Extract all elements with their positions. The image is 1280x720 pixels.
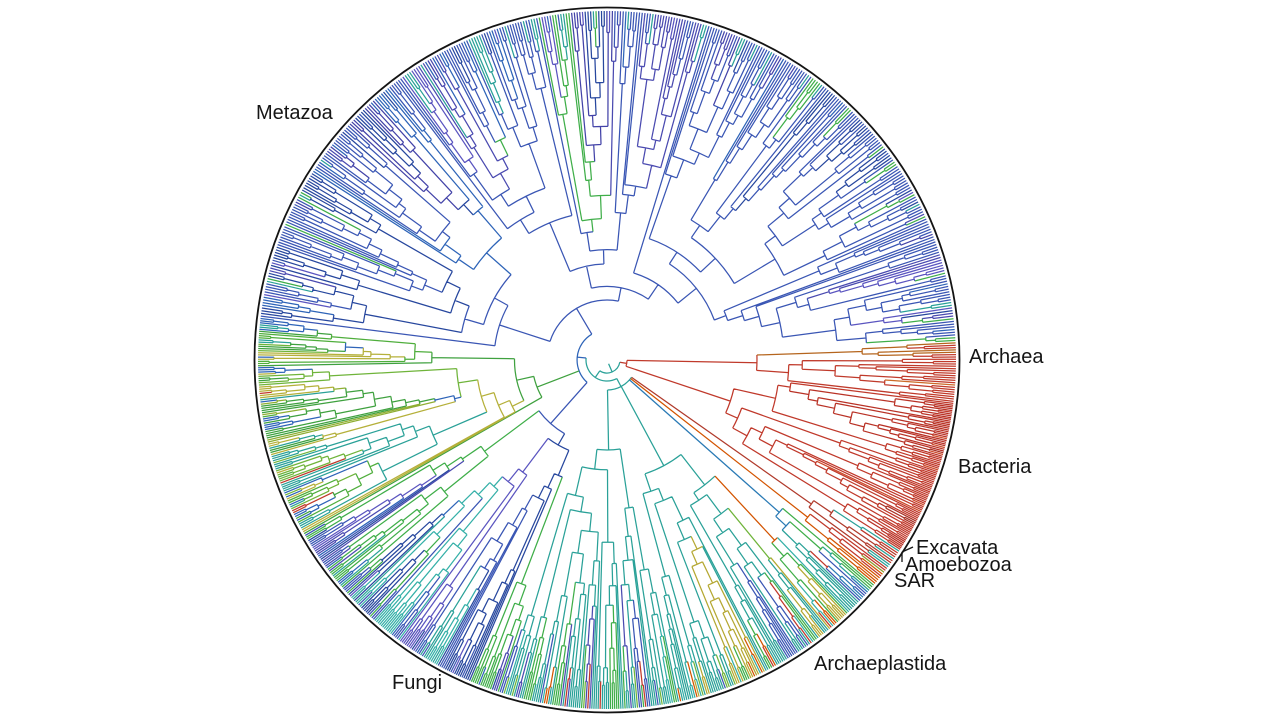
tree-branches (631, 376, 897, 564)
clade-label-fungi: Fungi (392, 672, 443, 694)
clade-label-archaea: Archaea (969, 346, 1044, 368)
tree-branches (861, 554, 885, 573)
clade-label-bacteria: Bacteria (958, 456, 1032, 478)
tree-branches (269, 11, 954, 709)
tree-outer-circle (253, 6, 961, 714)
tree-branches (257, 332, 433, 523)
tree-branches (816, 434, 948, 513)
tree-branches (261, 10, 953, 690)
tree-branches (257, 11, 955, 685)
tree-branches (258, 11, 952, 710)
tree-branches (295, 10, 933, 246)
tree-branches (258, 343, 772, 709)
tree-branches (260, 387, 436, 443)
tree-branches (878, 444, 944, 526)
tree-branches (629, 379, 869, 600)
label-leader-line (901, 546, 914, 553)
tree-branches (789, 389, 954, 546)
tree-branches (264, 10, 953, 674)
tree-branches (626, 344, 957, 403)
clade-label-sar: SAR (894, 570, 936, 592)
tree-branches (884, 379, 956, 386)
clade-label-excavata: Excavata (916, 537, 999, 559)
clade-label-amoebozoa: Amoebozoa (905, 554, 1012, 576)
clade-label-archaeplastida: Archaeplastida (814, 653, 947, 675)
tree-branches (351, 476, 850, 710)
tree-branches (259, 360, 954, 709)
tree-branches (257, 330, 580, 535)
tree-branches (257, 347, 525, 533)
tree-branches (690, 536, 847, 697)
tree-branches (543, 378, 883, 704)
tree-branches (756, 342, 956, 357)
clade-label-metazoa: Metazoa (256, 102, 333, 124)
tree-branches (260, 11, 956, 708)
tree-branches (267, 11, 956, 710)
